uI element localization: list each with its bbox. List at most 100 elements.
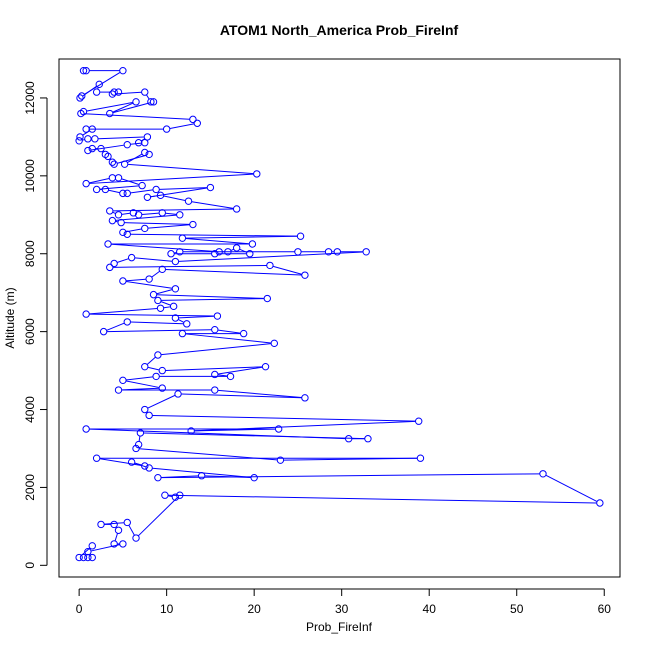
series-segment [178, 251, 363, 262]
series-segment [126, 376, 153, 381]
data-point [149, 290, 158, 299]
data-point [171, 314, 180, 322]
data-point [76, 94, 84, 102]
series-segment [128, 525, 135, 536]
series-segment [185, 333, 271, 344]
data-point [132, 444, 140, 453]
series-segment [185, 235, 298, 239]
x-tick-label: 10 [160, 602, 174, 616]
data-point [110, 160, 118, 168]
y-tick-label: 10000 [23, 159, 37, 193]
data-point [178, 329, 187, 338]
data-point [246, 250, 254, 258]
data-point [84, 146, 92, 155]
y-tick-label: 12000 [23, 81, 37, 115]
series-segment [113, 208, 234, 212]
series-segment [146, 94, 150, 100]
series-segment [273, 265, 302, 275]
series-segment [113, 264, 267, 268]
data-point [248, 240, 257, 248]
data-point [97, 144, 105, 153]
data-point [197, 472, 206, 480]
plot-frame [58, 58, 621, 578]
series-segment [121, 178, 140, 185]
data-point [141, 362, 149, 371]
series-segment [159, 187, 208, 190]
data-point [119, 228, 127, 237]
data-point [274, 425, 283, 433]
data-point [215, 248, 223, 256]
data-point [119, 66, 127, 75]
data-point [88, 125, 96, 133]
data-point [301, 394, 309, 402]
y-axis: 0 2000 4000 6000 8000 10000 12000 [23, 81, 48, 569]
data-point [143, 133, 152, 141]
series-segment [161, 343, 271, 356]
series-segment [127, 163, 254, 175]
data-point [184, 197, 193, 205]
series-segment [143, 432, 365, 440]
series-segment [218, 374, 228, 377]
data-point [158, 366, 166, 375]
series-segment [141, 212, 159, 216]
data-point [132, 98, 140, 106]
series-segment [152, 414, 416, 422]
data-point [75, 137, 83, 145]
data-point [211, 250, 219, 258]
data-point [114, 211, 123, 219]
series-segment [185, 237, 250, 245]
series-segment [161, 473, 540, 479]
data-point [178, 234, 187, 242]
series-segment [107, 329, 212, 333]
data-point [416, 454, 425, 462]
data-point [171, 257, 180, 266]
data-point [104, 240, 112, 248]
series-segment [150, 195, 158, 198]
data-point [187, 427, 195, 435]
data-point [123, 518, 131, 527]
x-tick-label: 30 [335, 602, 349, 616]
data-point [106, 207, 114, 215]
series-segment [178, 315, 215, 319]
data-point [119, 376, 127, 385]
series-segment [165, 212, 177, 215]
data-point [176, 491, 184, 499]
data-point [123, 230, 131, 238]
data-point [108, 174, 117, 182]
data-point [79, 66, 88, 75]
data-point [296, 232, 305, 240]
data-point [123, 318, 131, 326]
data-point [232, 244, 241, 252]
data-point [141, 224, 149, 233]
data-point [250, 473, 258, 482]
data-point [149, 98, 158, 106]
x-tick-label: 40 [423, 602, 437, 616]
data-point [333, 248, 342, 256]
data-point [176, 248, 184, 256]
data-point [108, 158, 117, 166]
series-segment [126, 281, 173, 289]
data-point [99, 327, 108, 336]
data-point [224, 248, 232, 256]
data-point [108, 90, 117, 98]
series-segment [106, 322, 125, 331]
data-point [145, 411, 153, 420]
series-segment [121, 212, 131, 215]
data-point [152, 185, 160, 194]
series-segment [151, 270, 160, 278]
series-segment [138, 436, 141, 442]
y-tick-label: 6000 [23, 318, 37, 345]
data-point [147, 98, 155, 106]
data-point [141, 148, 149, 157]
series-segment [84, 113, 190, 120]
data-point [127, 253, 136, 262]
series-segment [161, 298, 264, 301]
data-point [141, 139, 149, 147]
series-segment [108, 189, 120, 194]
data-point [362, 248, 370, 256]
data-point [92, 88, 101, 96]
data-point [324, 248, 333, 256]
data-point [95, 80, 103, 89]
data-point [110, 88, 118, 96]
